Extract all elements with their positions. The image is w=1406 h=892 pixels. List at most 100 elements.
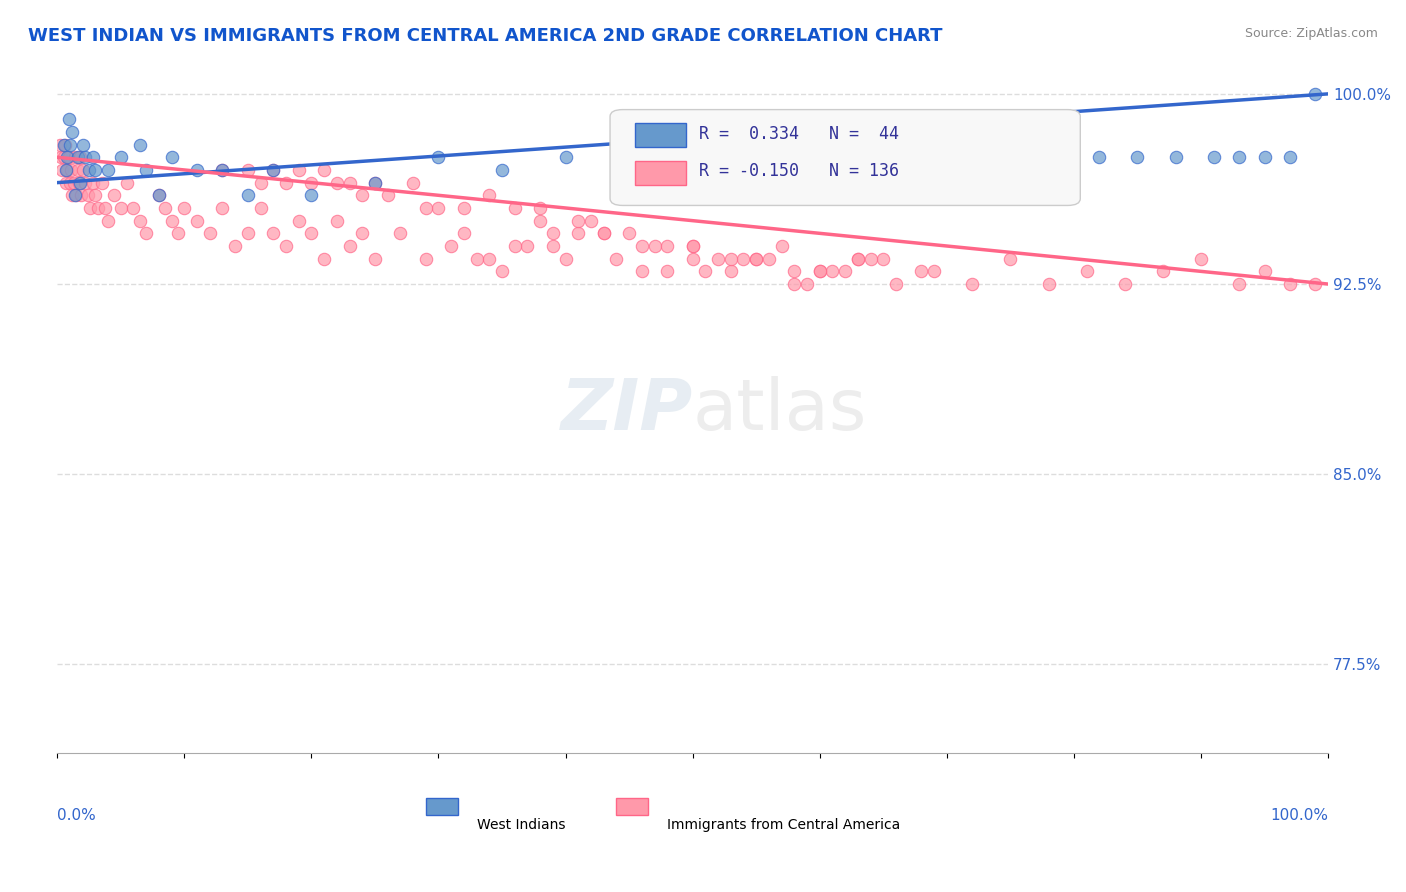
Point (224, 239, 246, 253)
Text: Source: ZipAtlas.com: Source: ZipAtlas.com (1244, 27, 1378, 40)
Point (84, 188, 107, 202)
Point (783, 277, 806, 291)
Point (65, 188, 87, 202)
Point (415, 201, 437, 215)
Point (935, 150, 957, 164)
Point (554, 252, 576, 266)
Point (67, 176, 90, 190)
Point (128, 137, 150, 152)
Point (312, 252, 335, 266)
Point (115, 176, 138, 190)
Point (52, 137, 75, 152)
Point (59, 176, 82, 190)
Point (236, 227, 259, 241)
Bar (616, 797, 648, 814)
Point (75, 176, 97, 190)
Point (79, 201, 101, 215)
Point (160, 213, 183, 227)
Point (62, 188, 84, 202)
Point (1279, 277, 1302, 291)
Point (808, 264, 831, 278)
Point (707, 252, 730, 266)
Point (56, 163, 79, 178)
Point (110, 150, 132, 164)
Point (1038, 277, 1060, 291)
Point (567, 227, 589, 241)
Point (262, 163, 284, 178)
Point (299, 188, 322, 202)
Point (415, 252, 437, 266)
Point (59, 137, 82, 152)
Point (389, 227, 412, 241)
Text: R = -0.150   N = 136: R = -0.150 N = 136 (699, 162, 898, 180)
Point (63, 188, 86, 202)
Point (630, 239, 652, 253)
Point (326, 176, 349, 190)
Point (76, 188, 98, 202)
Point (478, 252, 501, 266)
Y-axis label: 2nd Grade: 2nd Grade (4, 370, 20, 451)
Point (339, 176, 361, 190)
Point (56, 150, 79, 164)
Point (1076, 264, 1098, 278)
Point (364, 176, 387, 190)
Point (94, 201, 117, 215)
Point (962, 277, 984, 291)
Point (453, 227, 475, 241)
Point (1305, 277, 1327, 291)
Point (541, 227, 564, 241)
Point (274, 239, 297, 253)
Point (352, 188, 374, 202)
Point (516, 239, 538, 253)
Point (872, 252, 894, 266)
Point (173, 201, 195, 215)
Point (63, 150, 86, 164)
Point (682, 239, 704, 253)
Point (579, 213, 602, 227)
Point (745, 252, 768, 266)
Point (1279, 150, 1302, 164)
Point (783, 264, 806, 278)
Point (62, 125, 84, 139)
Point (339, 239, 361, 253)
Point (69, 150, 91, 164)
Point (287, 213, 309, 227)
Point (808, 264, 831, 278)
Point (75, 150, 97, 164)
Point (312, 163, 335, 178)
Point (465, 252, 488, 266)
Point (922, 264, 945, 278)
Point (1114, 277, 1136, 291)
Point (135, 163, 157, 178)
Point (82, 176, 104, 190)
Point (160, 150, 183, 164)
Point (55, 176, 77, 190)
Point (249, 176, 271, 190)
Bar (426, 797, 457, 814)
Point (808, 163, 831, 178)
Point (287, 163, 309, 178)
Point (541, 239, 564, 253)
Point (211, 163, 233, 178)
Point (1164, 150, 1187, 164)
Point (198, 227, 221, 241)
Point (605, 252, 627, 266)
Point (770, 239, 793, 253)
Point (695, 264, 717, 278)
Point (1253, 264, 1275, 278)
Point (592, 227, 614, 241)
Text: Immigrants from Central America: Immigrants from Central America (668, 818, 900, 832)
Text: West Indians: West Indians (477, 818, 565, 832)
Point (122, 201, 145, 215)
Point (834, 150, 856, 164)
Point (910, 264, 932, 278)
Point (1253, 150, 1275, 164)
Point (155, 201, 177, 215)
Point (491, 163, 513, 178)
Point (758, 252, 780, 266)
Point (58, 112, 80, 127)
Point (491, 264, 513, 278)
Point (592, 227, 614, 241)
Point (377, 188, 399, 202)
Point (427, 201, 450, 215)
